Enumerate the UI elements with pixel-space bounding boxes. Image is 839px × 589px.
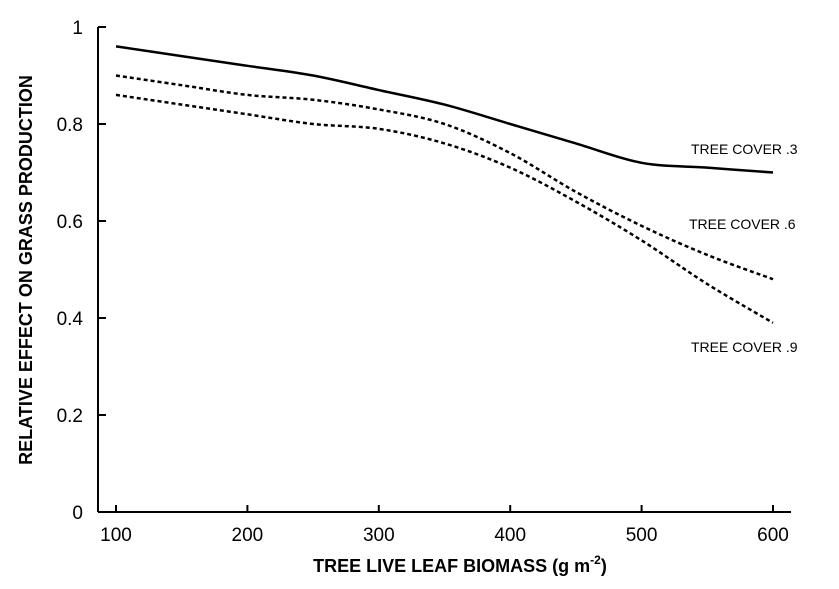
series-labels: TREE COVER .3 TREE COVER .6 TREE COVER .9: [689, 141, 798, 355]
series-lines: [115, 45, 774, 324]
plot-area: [97, 27, 791, 513]
y-tick-label: 0.2: [57, 406, 83, 427]
series-line-1: [115, 45, 774, 174]
y-axis-title: RELATIVE EFFECT ON GRASS PRODUCTION: [16, 75, 36, 465]
y-tick-label: 0.8: [57, 115, 83, 136]
x-tick-label: 200: [232, 525, 264, 546]
x-tick-label: 400: [494, 525, 526, 546]
x-tick-label: 300: [363, 525, 395, 546]
x-tick-label: 100: [100, 525, 132, 546]
series-label-3: TREE COVER .9: [691, 339, 798, 355]
x-ticks: 100 200 300 400 500 600: [100, 505, 789, 546]
x-tick-label: 600: [757, 525, 789, 546]
series-line-2: [115, 74, 774, 281]
y-tick-label: 0.6: [57, 212, 83, 233]
series-label-2: TREE COVER .6: [689, 216, 796, 232]
series-label-1: TREE COVER .3: [691, 141, 798, 157]
y-tick-label: 0: [72, 503, 83, 524]
y-ticks: 0 0.2 0.4 0.6 0.8 1: [57, 18, 106, 524]
y-tick-label: 0.4: [57, 309, 84, 330]
series-line-3: [115, 93, 774, 324]
x-axis-title-sup: -2: [590, 553, 601, 567]
x-axis-title-end: ): [601, 556, 607, 576]
x-axis-title: TREE LIVE LEAF BIOMASS (g m-2): [313, 553, 607, 576]
y-tick-label: 1: [72, 18, 83, 39]
x-tick-label: 500: [626, 525, 658, 546]
